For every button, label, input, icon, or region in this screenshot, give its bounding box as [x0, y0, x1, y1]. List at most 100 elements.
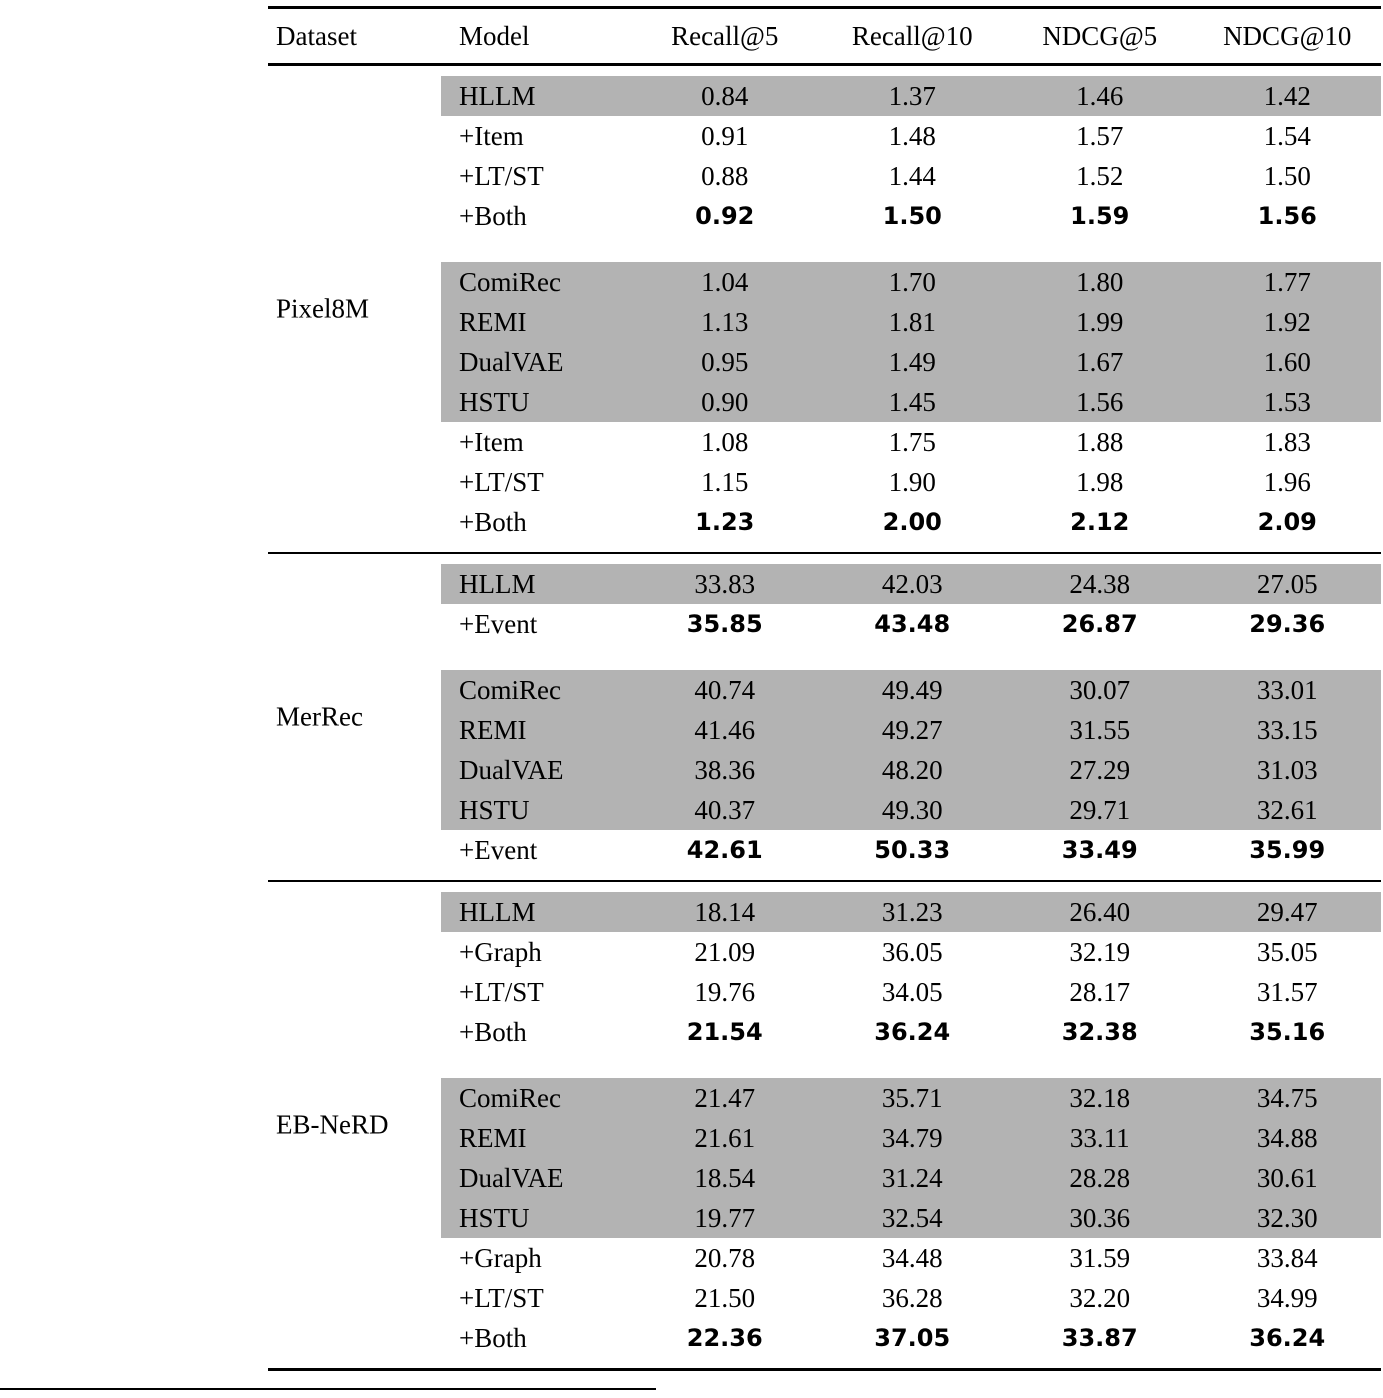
dataset-cell-empty	[268, 972, 441, 1012]
metric-cell: 1.42	[1263, 81, 1311, 111]
metric-cell: 1.46	[1076, 81, 1124, 111]
metric-cell: 35.85	[686, 610, 763, 638]
metric-cell: 1.44	[888, 161, 936, 191]
metric-cell: 1.54	[1263, 121, 1311, 151]
metric-cell: 1.98	[1076, 467, 1124, 497]
metric-cell: 18.54	[694, 1163, 756, 1193]
metric-cell: 34.05	[881, 977, 943, 1007]
table-header: Dataset Model Recall@5 Recall@10 NDCG@5 …	[268, 6, 1381, 66]
metric-cell: 31.57	[1256, 977, 1318, 1007]
metric-cell: 31.55	[1069, 715, 1131, 745]
dataset-label: MerRec	[276, 701, 363, 732]
metric-cell: 33.83	[694, 569, 756, 599]
metric-cell: 34.48	[881, 1243, 943, 1273]
metric-cell: 1.52	[1076, 161, 1124, 191]
metric-cell: 43.48	[874, 610, 951, 638]
metric-cell: 1.92	[1263, 307, 1311, 337]
metric-cell: 31.24	[881, 1163, 943, 1193]
metric-cell: 1.45	[888, 387, 936, 417]
metric-cell: 36.24	[874, 1018, 951, 1046]
metric-cell: 31.59	[1069, 1243, 1131, 1273]
model-cell: HLLM	[459, 81, 536, 111]
table-row: HLLM 0.84 1.37 1.46 1.42	[268, 76, 1381, 116]
table-row: +LT/ST 0.88 1.44 1.52 1.50	[268, 156, 1381, 196]
metric-cell: 1.23	[695, 508, 755, 536]
table-row: +Both 22.36 37.05 33.87 36.24	[268, 1318, 1381, 1358]
dataset-cell-empty	[268, 116, 441, 156]
table-row: +Both 0.92 1.50 1.59 1.56	[268, 196, 1381, 236]
metric-cell: 36.28	[881, 1283, 943, 1313]
model-cell: +Both	[459, 1017, 527, 1047]
dataset-cell-empty	[268, 932, 441, 972]
metric-cell: 1.50	[882, 202, 942, 230]
dataset-label: Pixel8M	[276, 293, 370, 324]
metric-cell: 27.05	[1256, 569, 1318, 599]
metric-cell: 1.04	[701, 267, 749, 297]
model-cell: +Item	[459, 121, 524, 151]
metric-cell: 19.76	[694, 977, 756, 1007]
table-row: ComiRec 40.74 49.49 30.07 33.01	[268, 670, 1381, 710]
metric-cell: 37.05	[874, 1324, 951, 1352]
table-row: DualVAE 38.36 48.20 27.29 31.03	[268, 750, 1381, 790]
table-row: ComiRec 21.47 35.71 32.18 34.75	[268, 1078, 1381, 1118]
metric-cell: 32.61	[1256, 795, 1318, 825]
model-cell: +Graph	[459, 937, 542, 967]
table-row: ComiRec 1.04 1.70 1.80 1.77	[268, 262, 1381, 302]
metric-cell: 1.90	[888, 467, 936, 497]
col-header-ndcg10: NDCG@10	[1223, 20, 1352, 51]
table-row: HSTU 40.37 49.30 29.71 32.61	[268, 790, 1381, 830]
dataset-cell-empty	[268, 196, 441, 236]
metric-cell: 30.07	[1069, 675, 1131, 705]
metric-cell: 35.16	[1249, 1018, 1326, 1046]
metric-cell: 32.18	[1069, 1083, 1131, 1113]
metric-cell: 50.33	[874, 836, 951, 864]
table-row: DualVAE 0.95 1.49 1.67 1.60	[268, 342, 1381, 382]
metric-cell: 21.09	[694, 937, 756, 967]
metric-cell: 1.60	[1263, 347, 1311, 377]
metric-cell: 31.03	[1256, 755, 1318, 785]
model-cell: HSTU	[459, 1203, 530, 1233]
table-row: +Both 21.54 36.24 32.38 35.16	[268, 1012, 1381, 1052]
metric-cell: 22.36	[686, 1324, 763, 1352]
model-cell: +Both	[459, 507, 527, 537]
model-cell: DualVAE	[459, 1163, 564, 1193]
table-row: +Graph 21.09 36.05 32.19 35.05	[268, 932, 1381, 972]
metric-cell: 31.23	[881, 897, 943, 927]
metric-cell: 48.20	[881, 755, 943, 785]
dataset-cell-empty	[268, 1278, 441, 1318]
metric-cell: 49.27	[881, 715, 943, 745]
table-row: +Event 35.85 43.48 26.87 29.36	[268, 604, 1381, 644]
dataset-label: EB-NeRD	[276, 1109, 389, 1140]
metric-cell: 33.49	[1061, 836, 1138, 864]
metric-cell: 30.61	[1256, 1163, 1318, 1193]
dataset-cell-empty	[268, 1158, 441, 1198]
metric-cell: 21.47	[694, 1083, 756, 1113]
dataset-cell-empty	[268, 382, 441, 422]
metric-cell: 1.56	[1257, 202, 1317, 230]
dataset-cell-empty	[268, 1198, 441, 1238]
metric-cell: 1.80	[1076, 267, 1124, 297]
table-body: Pixel8M HLLM 0.84 1.37 1.46 1.42 +Item 0.91 1.48…	[268, 66, 1381, 1368]
dataset-cell-empty	[268, 462, 441, 502]
metric-cell: 38.36	[694, 755, 756, 785]
metric-cell: 27.29	[1069, 755, 1131, 785]
dataset-cell-empty	[268, 892, 441, 932]
dataset-group-eb-nerd: EB-NeRD HLLM 18.14 31.23 26.40 29.47 +Graph 21.…	[268, 880, 1381, 1368]
table-row: REMI 1.13 1.81 1.99 1.92	[268, 302, 1381, 342]
table-row: +LT/ST 1.15 1.90 1.98 1.96	[268, 462, 1381, 502]
metric-cell: 34.75	[1256, 1083, 1318, 1113]
metric-cell: 1.88	[1076, 427, 1124, 457]
table-row: HLLM 18.14 31.23 26.40 29.47	[268, 892, 1381, 932]
model-cell: ComiRec	[459, 675, 561, 705]
dataset-cell-empty	[268, 342, 441, 382]
metric-cell: 33.15	[1256, 715, 1318, 745]
table-row: HLLM 33.83 42.03 24.38 27.05	[268, 564, 1381, 604]
col-header-recall10: Recall@10	[851, 20, 973, 51]
row-gap	[268, 1052, 1381, 1078]
table-row: +Event 42.61 50.33 33.49 35.99	[268, 830, 1381, 870]
metric-cell: 1.59	[1070, 202, 1130, 230]
metric-cell: 36.05	[881, 937, 943, 967]
dataset-cell-empty	[268, 604, 441, 644]
table-row: REMI 21.61 34.79 33.11 34.88	[268, 1118, 1381, 1158]
model-cell: DualVAE	[459, 347, 564, 377]
